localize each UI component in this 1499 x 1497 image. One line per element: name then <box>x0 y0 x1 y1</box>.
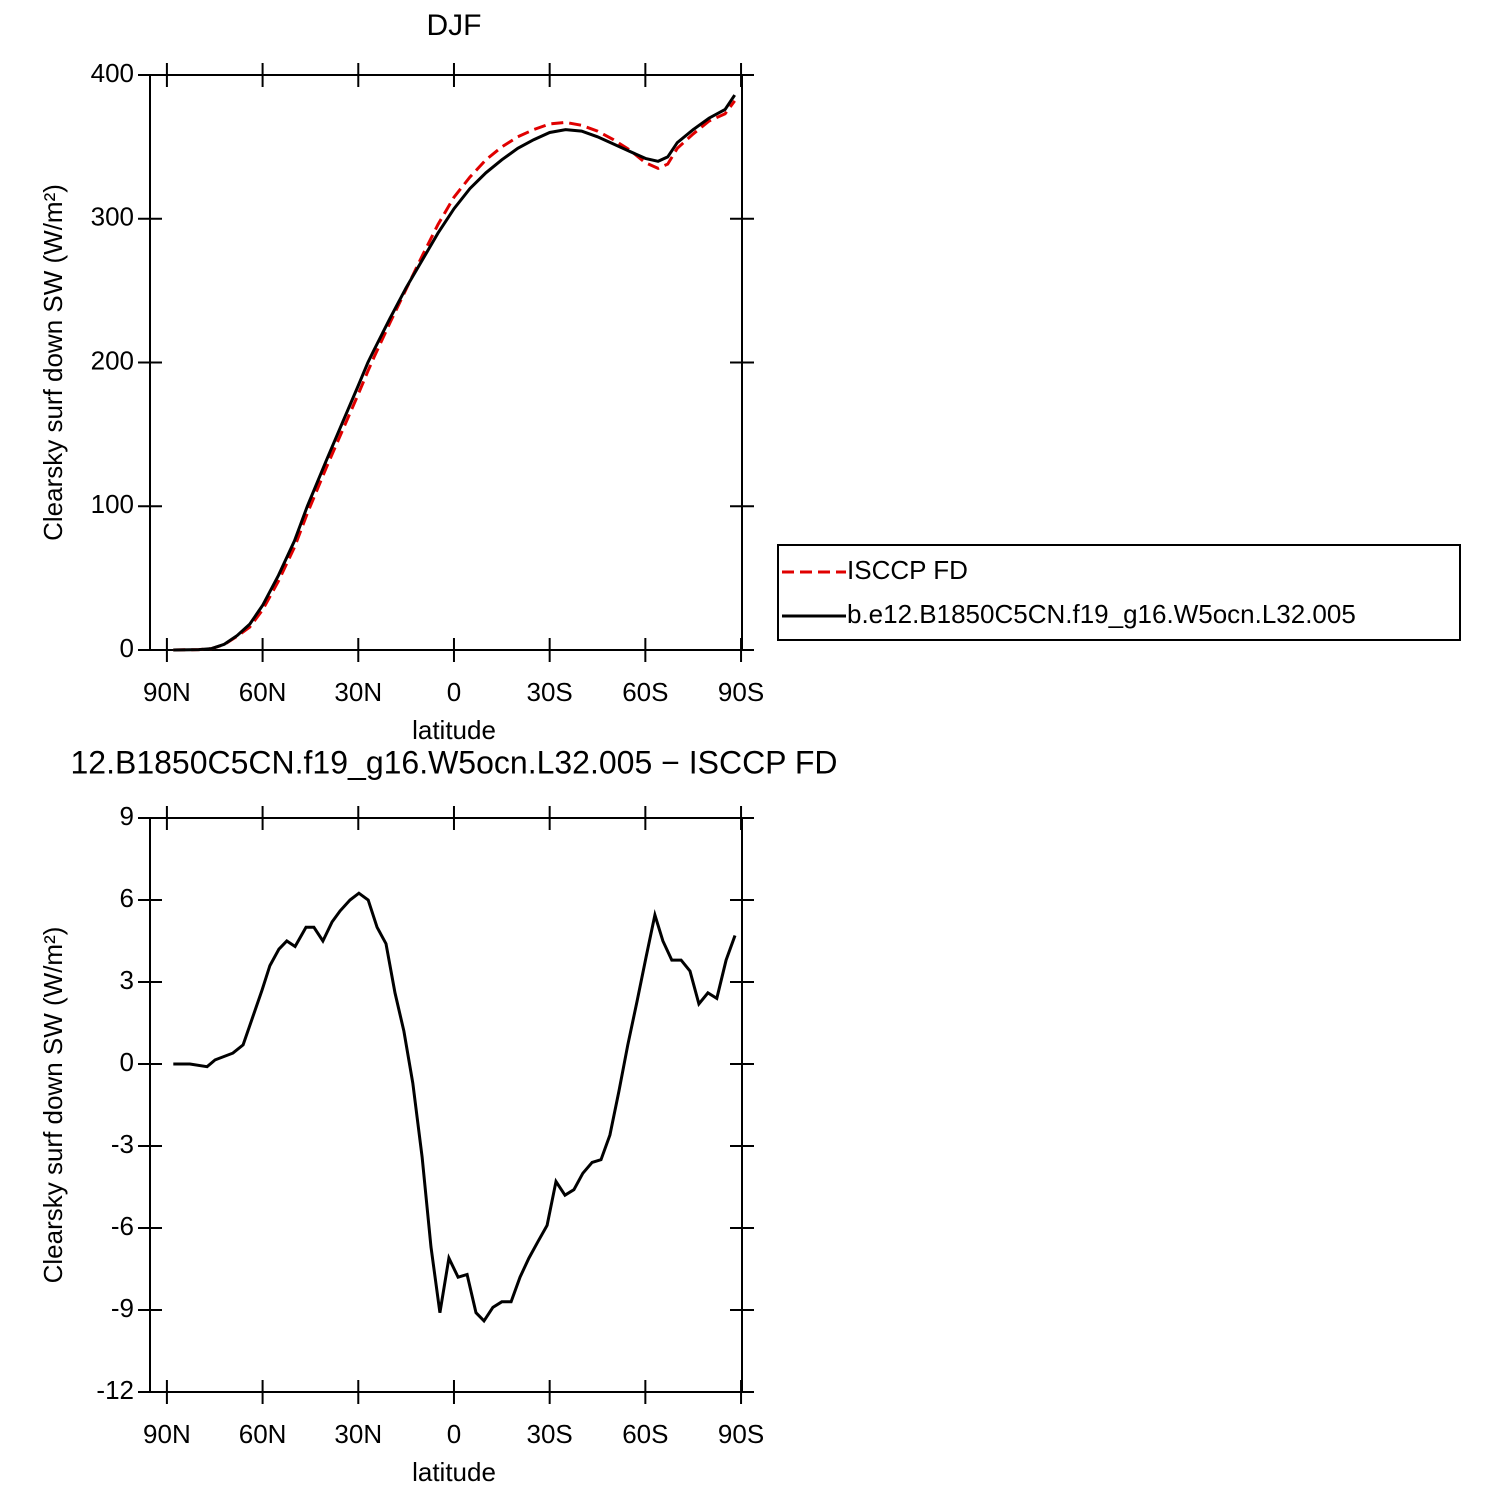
x-tick-label: 90S <box>718 1419 764 1449</box>
chart-title: DJF <box>427 9 482 42</box>
x-tick-label: 60N <box>239 677 287 707</box>
x-tick-label: 0 <box>447 677 461 707</box>
y-tick-label: 0 <box>120 633 134 663</box>
plot-frame <box>149 817 743 1393</box>
y-tick-label: -3 <box>111 1129 134 1159</box>
data-line <box>173 94 736 652</box>
data-line <box>173 891 737 1324</box>
y-tick-label: 200 <box>91 345 134 375</box>
legend-box <box>777 544 1461 641</box>
x-axis-label: latitude <box>412 1457 496 1487</box>
x-tick-label: 30N <box>334 677 382 707</box>
chart-title: 12.B1850C5CN.f19_g16.W5ocn.L32.005 − ISC… <box>71 744 838 780</box>
y-tick-label: 400 <box>91 58 134 88</box>
x-tick-label: 30N <box>334 1419 382 1449</box>
legend-label: ISCCP FD <box>847 555 968 585</box>
x-tick-label: 60S <box>622 677 668 707</box>
x-tick-label: 90S <box>718 677 764 707</box>
x-tick-label: 60S <box>622 1419 668 1449</box>
y-tick-label: -9 <box>111 1293 134 1323</box>
x-tick-label: 90N <box>143 677 191 707</box>
x-tick-label: 90N <box>143 1419 191 1449</box>
y-tick-label: -12 <box>96 1375 134 1405</box>
y-axis-label: Clearsky surf down SW (W/m²) <box>38 927 68 1284</box>
legend-label: b.e12.B1850C5CN.f19_g16.W5ocn.L32.005 <box>847 599 1356 629</box>
x-tick-label: 30S <box>527 1419 573 1449</box>
y-tick-label: -6 <box>111 1211 134 1241</box>
y-tick-label: 6 <box>120 883 134 913</box>
y-tick-label: 0 <box>120 1047 134 1077</box>
y-tick-label: 9 <box>120 801 134 831</box>
y-tick-label: 3 <box>120 965 134 995</box>
y-tick-label: 100 <box>91 489 134 519</box>
x-tick-label: 30S <box>527 677 573 707</box>
x-axis-label: latitude <box>412 715 496 745</box>
x-tick-label: 0 <box>447 1419 461 1449</box>
x-tick-label: 60N <box>239 1419 287 1449</box>
y-axis-label: Clearsky surf down SW (W/m²) <box>38 184 68 541</box>
y-tick-label: 300 <box>91 202 134 232</box>
data-line <box>173 100 736 652</box>
